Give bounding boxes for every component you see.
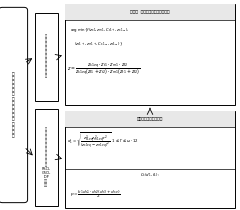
- Text: $p=\dfrac{k_1 d_{s1} \cdot d_{s2}(d_{s3}+d_{se})}{2}$: $p=\dfrac{k_1 d_{s1} \cdot d_{s2}(d_{s3}…: [70, 188, 120, 200]
- Bar: [35, 109, 58, 206]
- Bar: [35, 13, 58, 101]
- Bar: [65, 4, 235, 20]
- Bar: [65, 111, 235, 208]
- Text: $\arg\min\{f(z_{s1},z_{m1},C_{s1+},z_{s1-}),$: $\arg\min\{f(z_{s1},z_{m1},C_{s1+},z_{s1…: [70, 26, 129, 34]
- Text: $C_s(d_1,t_1):$: $C_s(d_1,t_1):$: [140, 171, 160, 179]
- Text: $z=\dfrac{z_{s1eq} \cdot z_{t1} \cdot z_{m1} \cdot z_{t2}}{z_{s1eq}(z_{t1}+z_{t2: $z=\dfrac{z_{s1eq} \cdot z_{t1} \cdot z_…: [67, 62, 141, 78]
- Text: $(z_{s1+},z_{m1+},C_{s1-},z_{s1-})\}$: $(z_{s1+},z_{m1+},C_{s1-},z_{s1-})\}$: [74, 41, 124, 48]
- Bar: [65, 111, 235, 127]
- Text: $d_1=\sqrt{\dfrac{z_{s1eq}^2 z_{m1eq}^2 \sigma^2}{(z_{s1eq}-z_{m1eq})^2}}$  $1\l: $d_1=\sqrt{\dfrac{z_{s1eq}^2 z_{m1eq}^2 …: [67, 131, 139, 151]
- Text: 第一步  非故障线路参数识别方法: 第一步 非故障线路参数识别方法: [130, 10, 170, 14]
- Text: 参
数
自
适
应
故
障
测
距
方
法
（
四
回
线
）: 参 数 自 适 应 故 障 测 距 方 法 （ 四 回 线 ）: [12, 72, 14, 138]
- Text: 非
故
障
线
路
正
序
参
数
识
别: 非 故 障 线 路 正 序 参 数 识 别: [45, 35, 47, 79]
- Text: 故障线路参数识别方法: 故障线路参数识别方法: [137, 117, 163, 121]
- FancyBboxPatch shape: [0, 7, 28, 203]
- Text: 故
障
线
路
正
序
参
数
识
别
RSCL
GSCL
IDP
互感
参数: 故 障 线 路 正 序 参 数 识 别 RSCL GSCL IDP 互感 参数: [42, 127, 51, 188]
- Bar: [65, 4, 235, 105]
